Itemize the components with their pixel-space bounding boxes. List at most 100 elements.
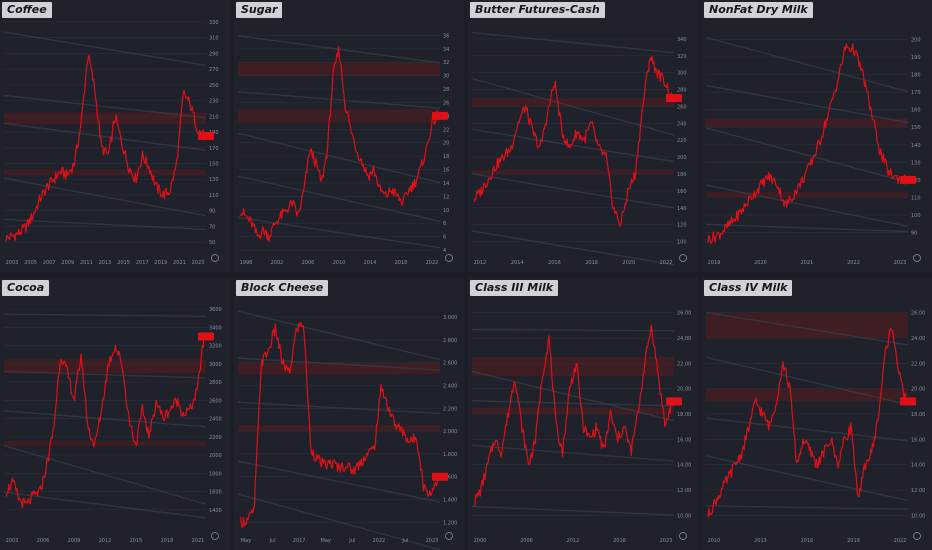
chart-panel-6[interactable]: 3.000 2.800 2.600 2.400 2.200 2.000 1.800 1.600… bbox=[234, 278, 464, 550]
x-tick-label: 2023 bbox=[894, 260, 907, 266]
trend-line bbox=[705, 417, 909, 442]
y-tick-label: 2.600 bbox=[443, 361, 457, 367]
y-tick-label: 230 bbox=[209, 99, 219, 105]
y-tick-label: 180 bbox=[677, 172, 687, 178]
zone-band bbox=[472, 407, 674, 414]
y-tick-label: 24.00 bbox=[677, 336, 691, 342]
zone-band bbox=[472, 98, 674, 107]
x-tick-label: 2017 bbox=[293, 538, 306, 544]
x-tick-label: 2022 bbox=[426, 260, 439, 266]
chart-panel-1[interactable]: 3303102902702502302101901701501301109070… bbox=[0, 0, 230, 272]
x-tick-label: 2007 bbox=[43, 260, 56, 266]
chart-svg: 3303102902702502302101901701501301109070… bbox=[3, 20, 219, 266]
y-tick-label: 20 bbox=[443, 141, 449, 147]
price-series-line bbox=[5, 337, 205, 509]
chart-panel-8[interactable]: 26.00 24.00 22.00 20.00 18.00 16.00 14.00 12.00… bbox=[702, 278, 932, 550]
x-tick-label: 2009 bbox=[61, 260, 74, 266]
settings-icon[interactable] bbox=[211, 254, 219, 262]
x-tick-label: 2018 bbox=[613, 538, 626, 544]
y-tick-label: 34 bbox=[443, 47, 449, 53]
chart-panel-3[interactable]: 340 320 300 280 260 240 220 200 180 160 140 120 100 2… bbox=[468, 0, 698, 272]
y-tick-label: 18.00 bbox=[911, 412, 925, 418]
zone-band bbox=[4, 169, 206, 176]
zone-band bbox=[706, 388, 908, 402]
trend-line bbox=[705, 311, 909, 346]
trend-line bbox=[237, 460, 441, 503]
last-price-badge bbox=[198, 132, 214, 140]
trend-line bbox=[705, 84, 909, 124]
y-tick-label: 28 bbox=[443, 87, 449, 93]
y-tick-label: 10.00 bbox=[911, 513, 925, 519]
last-price-badge bbox=[432, 472, 448, 481]
chart-title: Cocoa bbox=[2, 280, 50, 296]
y-tick-label: 22.00 bbox=[677, 361, 691, 367]
chart-panel-5[interactable]: 3600 3400 3200 3000 2800 2600 2400 2200 2000 1800… bbox=[0, 278, 230, 550]
y-tick-label: 160 bbox=[677, 189, 687, 195]
chart-panel-2[interactable]: 3634323028262422201816141210864199820022… bbox=[234, 0, 464, 272]
price-series-line bbox=[473, 55, 673, 227]
x-tick-label: 2018 bbox=[161, 538, 174, 544]
y-tick-label: 12 bbox=[443, 194, 449, 200]
y-tick-label: 14.00 bbox=[911, 463, 925, 469]
y-tick-label: 320 bbox=[677, 54, 687, 60]
y-tick-label: 30 bbox=[443, 74, 449, 80]
y-tick-label: 120 bbox=[677, 223, 687, 229]
settings-icon[interactable] bbox=[679, 532, 687, 540]
y-tick-label: 10.00 bbox=[677, 513, 691, 519]
x-tick-label: 2018 bbox=[395, 260, 408, 266]
y-tick-label: 12.00 bbox=[911, 488, 925, 494]
x-tick-label: Jul bbox=[269, 538, 276, 544]
trend-line bbox=[237, 132, 441, 184]
y-tick-label: 2600 bbox=[209, 398, 222, 404]
y-tick-label: 250 bbox=[209, 83, 219, 89]
y-tick-label: 140 bbox=[911, 143, 921, 149]
trend-line bbox=[237, 91, 441, 109]
y-tick-label: 26 bbox=[443, 100, 449, 106]
last-price-badge bbox=[666, 397, 682, 406]
x-tick-label: Jul bbox=[401, 538, 408, 544]
trend-line bbox=[471, 173, 675, 209]
y-tick-label: 2000 bbox=[209, 453, 222, 459]
settings-icon[interactable] bbox=[445, 254, 453, 262]
y-tick-label: 1.400 bbox=[443, 498, 457, 504]
x-tick-label: 2019 bbox=[154, 260, 167, 266]
y-tick-label: 90 bbox=[911, 230, 917, 236]
trend-line bbox=[3, 94, 207, 119]
x-tick-label: 2023 bbox=[192, 260, 205, 266]
x-tick-label: 2003 bbox=[6, 538, 19, 544]
y-tick-label: 50 bbox=[209, 240, 215, 246]
chart-svg: 26.00 24.00 22.00 20.00 18.00 16.00 14.00 12.00… bbox=[705, 311, 925, 544]
settings-icon[interactable] bbox=[913, 254, 921, 262]
chart-title: Sugar bbox=[236, 2, 283, 18]
y-tick-label: 330 bbox=[209, 20, 219, 26]
settings-icon[interactable] bbox=[211, 532, 219, 540]
x-tick-label: 2016 bbox=[548, 260, 561, 266]
x-tick-label: 2012 bbox=[567, 538, 580, 544]
settings-icon[interactable] bbox=[679, 254, 687, 262]
chart-panel-7[interactable]: 26.00 24.00 22.00 20.00 18.00 16.00 14.00 12.00… bbox=[468, 278, 698, 550]
y-tick-label: 340 bbox=[677, 37, 687, 43]
x-tick-label: 2020 bbox=[754, 260, 767, 266]
y-tick-label: 170 bbox=[209, 146, 219, 152]
trend-line bbox=[3, 370, 207, 379]
y-tick-label: 290 bbox=[209, 51, 219, 57]
y-tick-label: 190 bbox=[911, 55, 921, 61]
chart-svg: 3634323028262422201816141210864199820022… bbox=[237, 33, 453, 266]
chart-title: Block Cheese bbox=[236, 280, 329, 296]
settings-icon[interactable] bbox=[913, 532, 921, 540]
y-tick-label: 310 bbox=[209, 36, 219, 42]
chart-panel-4[interactable]: 2001901801701601501401301201101009020192… bbox=[702, 0, 932, 272]
trend-line bbox=[3, 445, 207, 505]
settings-icon[interactable] bbox=[445, 532, 453, 540]
x-tick-label: 2022 bbox=[372, 538, 385, 544]
zone-band bbox=[4, 441, 206, 446]
x-tick-label: 2021 bbox=[801, 260, 814, 266]
y-tick-label: 1400 bbox=[209, 508, 222, 514]
y-tick-label: 2.400 bbox=[443, 384, 457, 390]
x-tick-label: 1998 bbox=[240, 260, 253, 266]
x-tick-label: 2012 bbox=[99, 538, 112, 544]
x-tick-label: 2012 bbox=[474, 260, 487, 266]
x-tick-label: 2021 bbox=[192, 538, 205, 544]
trend-line bbox=[471, 505, 675, 516]
y-tick-label: 150 bbox=[209, 162, 219, 168]
